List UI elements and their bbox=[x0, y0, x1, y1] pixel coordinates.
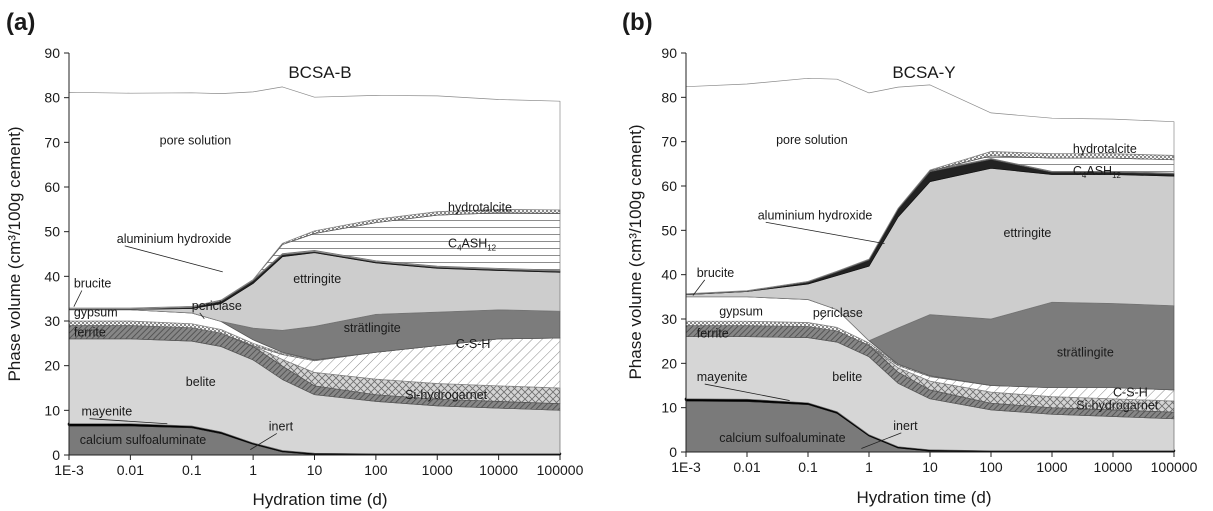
x-tick-label: 10 bbox=[307, 462, 323, 478]
label-inert: inert bbox=[269, 419, 294, 433]
series-pore-solution-area bbox=[68, 86, 561, 309]
x-tick-label: 0.1 bbox=[798, 459, 818, 475]
y-tick-label: 40 bbox=[661, 267, 677, 283]
y-tick-label: 30 bbox=[661, 311, 677, 327]
panel-b: (b) BCSA-Y pore solution hydrotalcite C4AS… bbox=[622, 9, 1198, 507]
label-c4ash12: C4ASH12 bbox=[1073, 164, 1122, 180]
x-tick-label: 1000 bbox=[422, 462, 453, 478]
label-csh: C-S-H bbox=[456, 337, 491, 351]
label-ettringite: ettringite bbox=[293, 272, 341, 286]
leader-brucite bbox=[73, 290, 83, 307]
x-tick-label: 1E-3 bbox=[54, 462, 84, 478]
panel-b-letter: (b) bbox=[622, 9, 653, 36]
panel-b-axes: 0 10 20 30 40 50 60 70 80 90 1E-3 0.01 0.1 1 10 100 1000… bbox=[661, 45, 1197, 475]
y-tick-label: 30 bbox=[44, 313, 60, 329]
label-ferrite: ferrite bbox=[74, 326, 106, 340]
panel-b-xlabel: Hydration time (d) bbox=[856, 488, 991, 507]
leader-periclase bbox=[820, 314, 827, 321]
label-stratlingite: strätlingite bbox=[344, 321, 401, 335]
y-tick-label: 0 bbox=[52, 447, 60, 463]
label-belite: belite bbox=[832, 370, 862, 384]
label-belite: belite bbox=[186, 375, 216, 389]
label-calcium-sulfoaluminate: calcium sulfoaluminate bbox=[80, 433, 206, 447]
panel-a-letter: (a) bbox=[6, 9, 35, 36]
x-tick-label: 1 bbox=[249, 462, 257, 478]
label-pore-solution: pore solution bbox=[160, 134, 232, 148]
y-tick-label: 50 bbox=[44, 224, 60, 240]
label-ferrite: ferrite bbox=[697, 327, 729, 341]
y-tick-label: 20 bbox=[661, 355, 677, 371]
y-tick-label: 80 bbox=[44, 90, 60, 106]
panel-a-xlabel: Hydration time (d) bbox=[252, 490, 387, 509]
label-hydrotalcite: hydrotalcite bbox=[1073, 142, 1137, 156]
y-tick-label: 60 bbox=[661, 178, 677, 194]
leader-aluminium-hydroxide bbox=[765, 221, 885, 245]
y-tick-label: 10 bbox=[44, 402, 60, 418]
y-tick-label: 70 bbox=[661, 134, 677, 150]
x-tick-label: 100 bbox=[364, 462, 388, 478]
y-tick-label: 90 bbox=[661, 45, 677, 61]
panel-a-axes: 0 10 20 30 40 50 60 70 80 90 1E-3 0.01 0.1 1 10 100 1000… bbox=[44, 45, 583, 478]
leader-mayenite bbox=[89, 418, 168, 425]
label-brucite: brucite bbox=[74, 277, 112, 291]
label-mayenite: mayenite bbox=[82, 405, 133, 419]
x-tick-label: 10 bbox=[922, 459, 938, 475]
x-tick-label: 100000 bbox=[1151, 459, 1198, 475]
leader-brucite bbox=[692, 279, 706, 296]
leader-inert bbox=[861, 432, 902, 449]
label-gypsum: gypsum bbox=[719, 304, 763, 318]
x-tick-label: 1E-3 bbox=[671, 459, 701, 475]
panel-a-ylabel: Phase volume (cm³/100g cement) bbox=[5, 126, 24, 381]
label-aluminium-hydroxide: aluminium hydroxide bbox=[758, 208, 873, 222]
y-tick-label: 80 bbox=[661, 89, 677, 105]
x-tick-label: 0.01 bbox=[117, 462, 144, 478]
label-aluminium-hydroxide: aluminium hydroxide bbox=[117, 232, 232, 246]
y-tick-label: 50 bbox=[661, 222, 677, 238]
leader-aluminium-hydroxide bbox=[124, 245, 223, 273]
x-tick-label: 10000 bbox=[1094, 459, 1133, 475]
y-tick-label: 10 bbox=[661, 400, 677, 416]
panel-b-title: BCSA-Y bbox=[892, 63, 955, 82]
label-calcium-sulfoaluminate: calcium sulfoaluminate bbox=[719, 431, 845, 445]
leader-inert bbox=[250, 433, 278, 450]
label-mayenite: mayenite bbox=[697, 370, 748, 384]
x-tick-label: 0.01 bbox=[733, 459, 760, 475]
x-tick-label: 100000 bbox=[537, 462, 584, 478]
y-tick-label: 90 bbox=[44, 45, 60, 61]
label-c4ash12: C4ASH12 bbox=[448, 236, 497, 252]
panel-b-labels: pore solution hydrotalcite C4ASH12 aluminiu… bbox=[692, 133, 1159, 449]
x-tick-label: 1000 bbox=[1036, 459, 1067, 475]
y-tick-label: 70 bbox=[44, 134, 60, 150]
label-gypsum: gypsum bbox=[74, 306, 118, 320]
leader-periclase bbox=[199, 312, 205, 320]
y-tick-label: 20 bbox=[44, 358, 60, 374]
x-tick-label: 1 bbox=[865, 459, 873, 475]
x-tick-label: 10000 bbox=[479, 462, 518, 478]
series-pore-solution-area bbox=[685, 77, 1175, 295]
label-csh: C-S-H bbox=[1113, 386, 1148, 400]
label-stratlingite: strätlingite bbox=[1057, 346, 1114, 360]
panel-b-ylabel: Phase volume (cm³/100g cement) bbox=[626, 124, 645, 379]
panel-a-labels: pore solution hydrotalcite C4ASH12 aluminiu… bbox=[73, 134, 512, 450]
label-periclase: periclase bbox=[192, 299, 242, 313]
panel-a-areas bbox=[67, 86, 562, 456]
x-tick-label: 100 bbox=[979, 459, 1003, 475]
panel-a-title: BCSA-B bbox=[288, 63, 351, 82]
label-periclase: periclase bbox=[813, 306, 863, 320]
y-tick-label: 0 bbox=[669, 444, 677, 460]
y-tick-label: 60 bbox=[44, 179, 60, 195]
label-brucite: brucite bbox=[697, 266, 735, 280]
leader-mayenite bbox=[704, 383, 790, 401]
x-tick-label: 0.1 bbox=[182, 462, 202, 478]
label-inert: inert bbox=[893, 419, 918, 433]
label-ettringite: ettringite bbox=[1003, 226, 1051, 240]
label-si-hydrogarnet: Si-hydrogarnet bbox=[405, 388, 488, 402]
label-hydrotalcite: hydrotalcite bbox=[448, 201, 512, 215]
label-pore-solution: pore solution bbox=[776, 133, 848, 147]
y-tick-label: 40 bbox=[44, 268, 60, 284]
panel-b-areas bbox=[684, 77, 1176, 453]
label-si-hydrogarnet: Si-hydrogarnet bbox=[1076, 398, 1159, 412]
panel-a: (a) BCSA-B pore solution hydrotalcite C4AS… bbox=[5, 9, 584, 509]
